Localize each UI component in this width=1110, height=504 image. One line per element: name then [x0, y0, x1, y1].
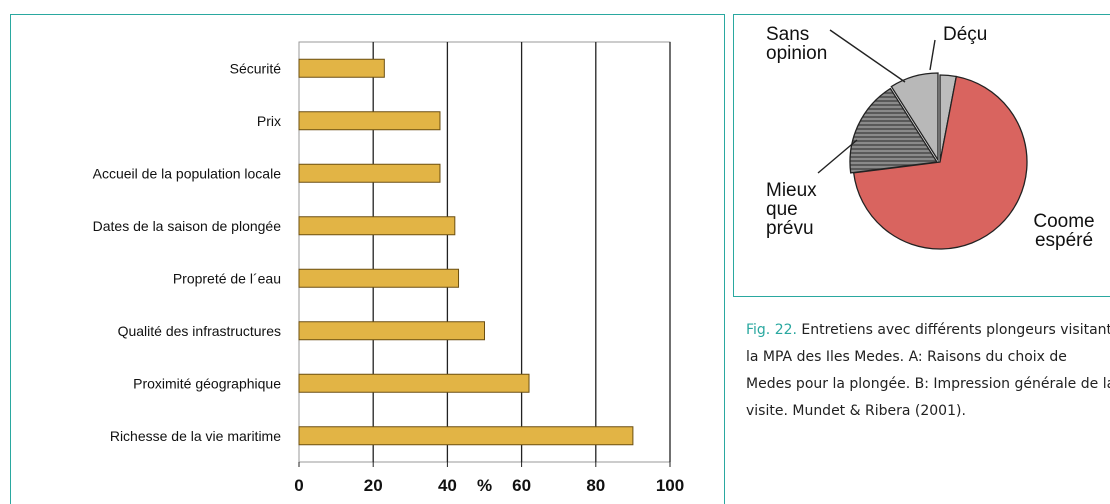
bar [298, 216, 456, 236]
pie-label: Coome espéré [1033, 211, 1094, 251]
pie-slice [849, 87, 939, 174]
pie-chart-panel [733, 14, 1110, 297]
pie-chart: Déçu Coome espéré Mieux que prévu Sans opinion [766, 24, 1095, 251]
category-label: Sécurité [230, 60, 282, 76]
category-label: Richesse de la vie maritime [110, 428, 281, 444]
x-axis-label: % [477, 476, 492, 495]
bar-chart-panel [10, 14, 725, 504]
x-tick-label: 0 [294, 476, 303, 495]
x-tick-label: 20 [364, 476, 383, 495]
category-label: Qualité des infrastructures [118, 323, 281, 339]
pie-slice [852, 75, 1028, 250]
pie-label: Mieux que prévu [766, 180, 817, 239]
figure-label: Fig. 22. [746, 322, 797, 338]
x-tick-label: 100 [656, 476, 684, 495]
bar [298, 373, 530, 393]
x-tick-label: 80 [586, 476, 605, 495]
pie-label: Déçu [943, 24, 987, 45]
leader-line [817, 139, 858, 174]
category-label: Dates de la saison de plongée [93, 218, 282, 234]
figure-caption: Fig. 22. Entretiens avec différents plon… [746, 317, 1110, 491]
bar [298, 163, 441, 183]
category-label: Propreté de l´eau [173, 270, 281, 286]
bar [298, 58, 385, 78]
category-label: Accueil de la population locale [93, 165, 282, 181]
bar [298, 268, 460, 288]
bar [298, 111, 441, 131]
bar [298, 426, 634, 446]
caption-text: Entretiens avec différents plongeurs vis… [746, 322, 1110, 419]
category-label: Prix [257, 113, 281, 129]
x-tick-label: 40 [438, 476, 457, 495]
bar-chart: 0 20 40 60 80 100% Sécurité Prix Accueil de la p… [93, 41, 684, 495]
leader-line [829, 29, 906, 83]
leader-line [929, 39, 936, 71]
bar [298, 321, 485, 341]
pie-label: Sans opinion [766, 24, 827, 64]
x-tick-label: 60 [512, 476, 531, 495]
category-label: Proximité géographique [133, 375, 281, 391]
pie-slice [890, 72, 939, 163]
